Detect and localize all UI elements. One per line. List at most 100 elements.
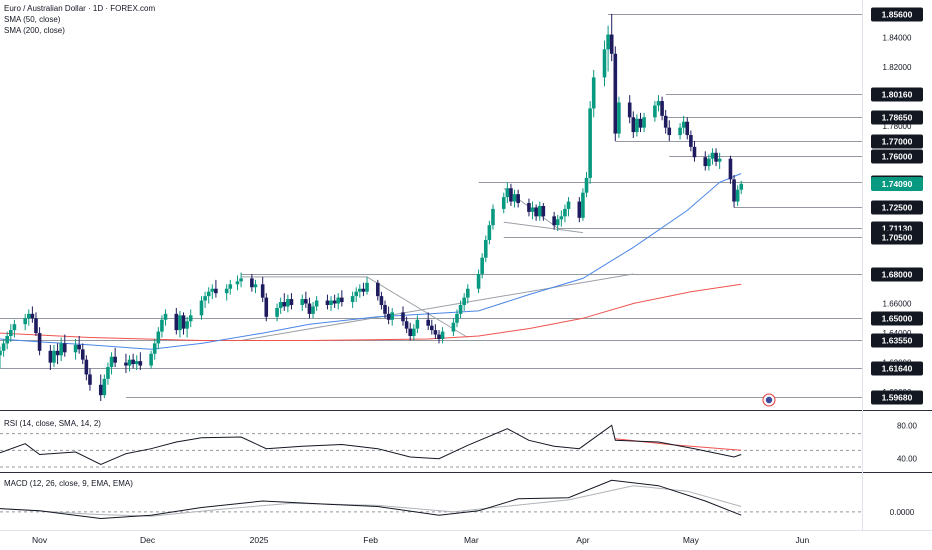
candle-body (235, 281, 240, 285)
level-badge-label: 1.77000 (882, 137, 913, 147)
trendline (241, 273, 634, 341)
candle-body (12, 324, 17, 331)
sma50-line (0, 173, 742, 350)
candle-body (660, 101, 664, 116)
level-badge (871, 7, 923, 22)
level-badge-label: 1.70500 (882, 233, 913, 243)
candle-body (530, 207, 535, 212)
macd-line (0, 479, 742, 520)
sma50-legend: SMA (50, close) (4, 15, 61, 24)
time-tick-label: Mar (464, 535, 479, 545)
candle-body (480, 257, 484, 274)
time-tick-label: Feb (363, 535, 378, 545)
macd-tick-label: 0.0000 (890, 508, 915, 517)
candle-body (710, 152, 715, 159)
candle-body (239, 278, 243, 282)
level-badge-label: 1.78650 (882, 113, 913, 123)
rsi-tick-label: 80.00 (897, 421, 918, 430)
candle-body (156, 331, 161, 344)
candle-body (516, 194, 520, 204)
candle-body (34, 318, 38, 334)
candle-body (465, 288, 470, 298)
time-tick-label: Dec (140, 535, 156, 545)
candle-body (206, 291, 211, 297)
candle-body (106, 367, 110, 379)
time-tick-label: May (683, 535, 700, 545)
candle-body (415, 319, 420, 329)
candle-body (512, 194, 517, 202)
candle-body (113, 356, 117, 363)
candle-body (109, 356, 114, 368)
candle-body (340, 297, 344, 303)
candle-body (224, 288, 229, 294)
candle-body (501, 197, 506, 209)
candle-body (707, 158, 711, 167)
candle-body (638, 118, 643, 128)
candle-body (77, 344, 81, 350)
level-badge (871, 110, 923, 125)
candle-body (149, 353, 153, 366)
candle-body (483, 239, 488, 258)
candle-body (199, 300, 204, 316)
candle-body (609, 34, 614, 54)
candle-body (591, 77, 596, 109)
candle-body (361, 288, 366, 292)
level-badge (871, 230, 923, 245)
candle-body (404, 321, 409, 329)
candle-body (412, 328, 416, 337)
candle-body (739, 183, 744, 190)
candle-body (304, 299, 308, 304)
candle-body (300, 299, 305, 305)
level-badge-label: 1.72500 (882, 203, 913, 213)
candle-body (541, 205, 546, 217)
trendline (366, 276, 469, 338)
candle-body (588, 108, 592, 178)
candle-body (84, 359, 89, 375)
level-badge (871, 311, 923, 326)
level-badge (871, 134, 923, 149)
candle-body (188, 315, 193, 322)
level-badge-label: 1.61640 (882, 364, 913, 374)
candle-body (278, 302, 283, 308)
candle-body (174, 313, 179, 331)
candle-body (5, 336, 9, 344)
candle-body (127, 359, 132, 366)
candle-body (602, 49, 607, 78)
candle-body (505, 188, 510, 198)
candle-body (329, 300, 333, 305)
candle-body (458, 304, 463, 314)
candle-body (656, 101, 661, 106)
candle-body (451, 322, 456, 332)
level-badge (871, 390, 923, 405)
rsi-line (0, 424, 742, 466)
candle-body (627, 102, 632, 118)
trendline (503, 221, 583, 234)
level-badge (871, 333, 923, 348)
candle-body (275, 307, 279, 317)
candle-body (181, 315, 186, 329)
time-tick-label: Jun (796, 535, 810, 545)
rsi-legend: RSI (14, close, SMA, 14, 2) (4, 419, 101, 428)
candle-body (307, 303, 312, 314)
candle-body (336, 297, 341, 304)
candle-body (131, 359, 135, 365)
current-price-badge (871, 176, 923, 191)
level-badge-label: 1.65000 (882, 314, 913, 324)
candle-body (52, 350, 56, 363)
candle-body (555, 219, 560, 226)
time-tick-label: Apr (576, 535, 589, 545)
candle-body (8, 330, 13, 337)
candle-body (152, 343, 157, 354)
price-tick-label: 1.66000 (883, 300, 912, 309)
candle-body (617, 102, 621, 134)
level-badge (871, 267, 923, 282)
candle-body (379, 296, 384, 305)
candle-body (692, 146, 697, 158)
candle-body (534, 207, 538, 217)
candle-body (30, 313, 35, 319)
candle-body (642, 117, 646, 128)
candle-body (358, 288, 362, 292)
candle-body (552, 216, 556, 226)
level-badge-label: 1.85600 (882, 10, 913, 20)
